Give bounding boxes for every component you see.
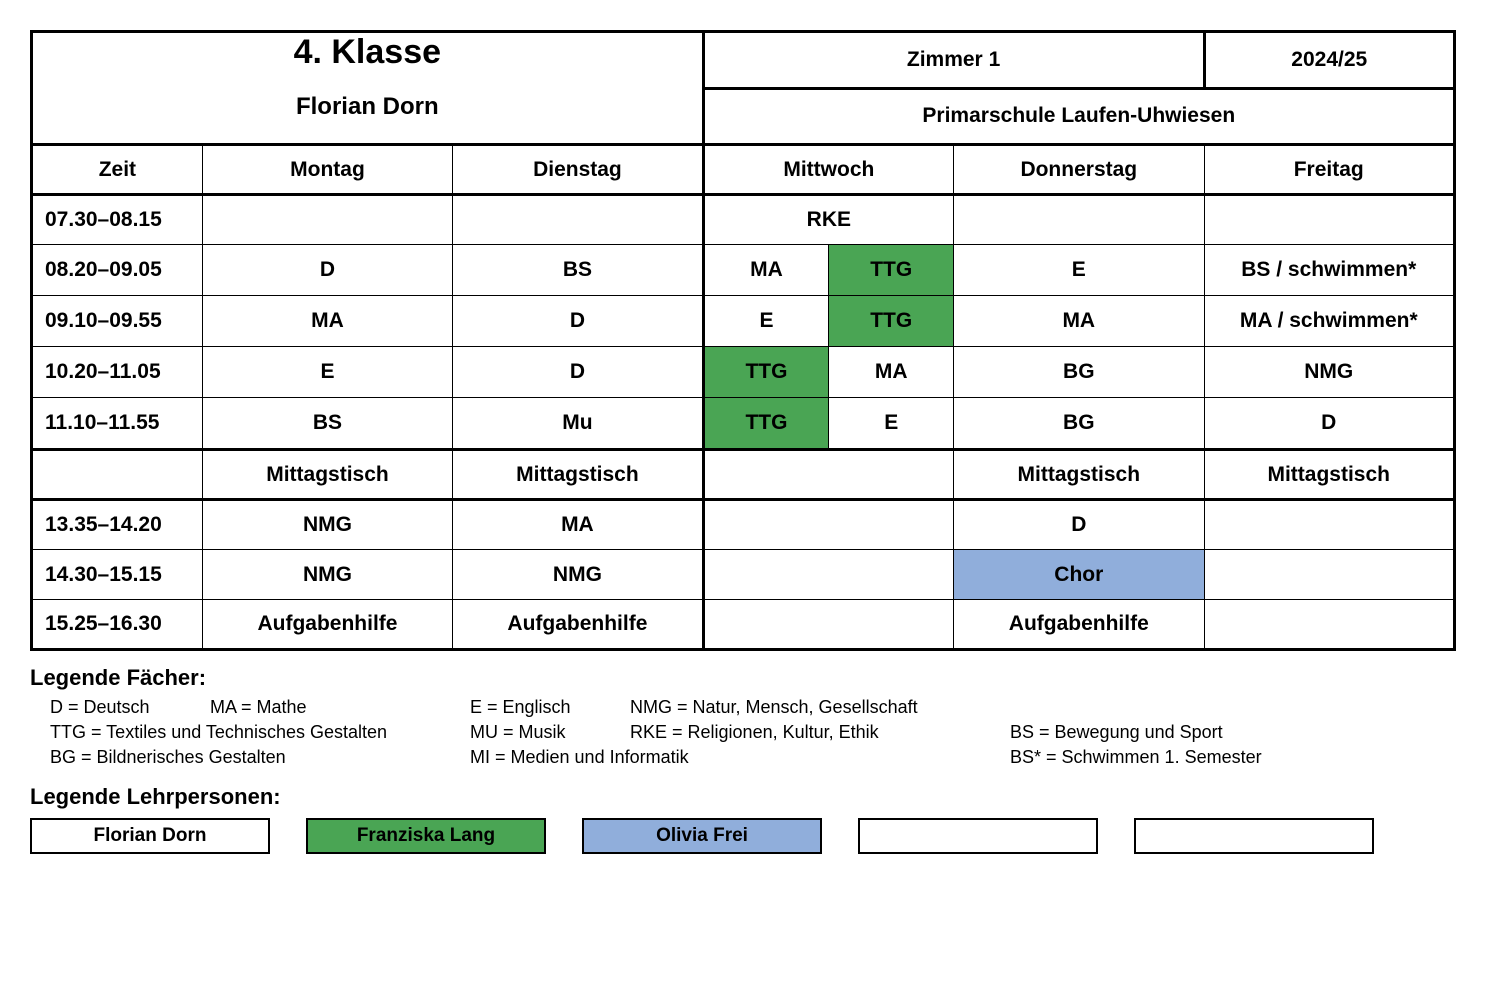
legend-BS: BS = Bewegung und Sport: [1010, 720, 1310, 745]
cell-mon: MA: [202, 296, 452, 347]
legend-BG: BG = Bildnerisches Gestalten: [50, 745, 470, 770]
cell-tue: NMG: [453, 550, 703, 600]
legend-NMG: NMG = Natur, Mensch, Gesellschaft: [630, 695, 1010, 720]
time-cell: 15.25–16.30: [32, 600, 203, 650]
time-cell: 07.30–08.15: [32, 195, 203, 245]
cell-wed: TTGMA: [703, 347, 953, 398]
cell-thu: D: [954, 500, 1204, 550]
cell-wed-a: MA: [705, 245, 830, 295]
cell-tue: MA: [453, 500, 703, 550]
legend-D: D = Deutsch: [50, 695, 210, 720]
time-cell: 14.30–15.15: [32, 550, 203, 600]
cell-fri: D: [1204, 398, 1455, 450]
cell-thu: Mittagstisch: [954, 450, 1204, 500]
time-cell: 08.20–09.05: [32, 245, 203, 296]
teacher-box: [1134, 818, 1374, 854]
cell-tue: [453, 195, 703, 245]
cell-fri: Mittagstisch: [1204, 450, 1455, 500]
legend-MA: MA = Mathe: [210, 695, 470, 720]
teacher-box: Franziska Lang: [306, 818, 546, 854]
col-time: Zeit: [32, 145, 203, 195]
cell-thu: MA: [954, 296, 1204, 347]
teacher-box: Florian Dorn: [30, 818, 270, 854]
col-fri: Freitag: [1204, 145, 1455, 195]
cell-thu: Aufgabenhilfe: [954, 600, 1204, 650]
legend-MI: MI = Medien und Informatik: [470, 745, 1010, 770]
cell-thu: Chor: [954, 550, 1204, 600]
cell-tue: Aufgabenhilfe: [453, 600, 703, 650]
cell-wed-a: TTG: [705, 398, 830, 448]
col-thu: Donnerstag: [954, 145, 1204, 195]
cell-wed: ETTG: [703, 296, 953, 347]
time-cell: 13.35–14.20: [32, 500, 203, 550]
col-mon: Montag: [202, 145, 452, 195]
cell-tue: D: [453, 347, 703, 398]
cell-fri: [1204, 500, 1455, 550]
cell-mon: Mittagstisch: [202, 450, 452, 500]
cell-tue: D: [453, 296, 703, 347]
timetable: 4. Klasse Florian Dorn Zimmer 1 2024/25 …: [30, 30, 1456, 651]
cell-wed: TTGE: [703, 398, 953, 450]
time-cell: 11.10–11.55: [32, 398, 203, 450]
cell-fri: BS / schwimmen*: [1204, 245, 1455, 296]
header-school: Primarschule Laufen-Uhwiesen: [703, 88, 1454, 145]
legend-teachers: Legende Lehrpersonen: Florian Dorn Franzi…: [30, 784, 1456, 854]
header-year: 2024/25: [1204, 32, 1455, 89]
legend-subjects: Legende Fächer: D = Deutsch MA = Mathe E…: [30, 665, 1456, 770]
cell-wed: [703, 500, 953, 550]
cell-fri: MA / schwimmen*: [1204, 296, 1455, 347]
cell-fri: [1204, 550, 1455, 600]
cell-mon: [202, 195, 452, 245]
cell-wed: [703, 550, 953, 600]
cell-tue: BS: [453, 245, 703, 296]
time-cell: 10.20–11.05: [32, 347, 203, 398]
cell-wed: [703, 450, 953, 500]
header-teacher: Florian Dorn: [33, 93, 702, 143]
cell-mon: E: [202, 347, 452, 398]
legend-MU: MU = Musik: [470, 720, 630, 745]
cell-thu: [954, 195, 1204, 245]
legend-teachers-title: Legende Lehrpersonen:: [30, 784, 1456, 810]
time-cell: 09.10–09.55: [32, 296, 203, 347]
legend-subjects-title: Legende Fächer:: [30, 665, 1456, 691]
cell-fri: [1204, 600, 1455, 650]
legend-TTG: TTG = Textiles und Technisches Gestalten: [50, 720, 470, 745]
legend-BSS: BS* = Schwimmen 1. Semester: [1010, 745, 1310, 770]
legend-RKE: RKE = Religionen, Kultur, Ethik: [630, 720, 1010, 745]
cell-mon: BS: [202, 398, 452, 450]
timetable-page: 4. Klasse Florian Dorn Zimmer 1 2024/25 …: [30, 30, 1456, 854]
cell-tue: Mu: [453, 398, 703, 450]
cell-fri: NMG: [1204, 347, 1455, 398]
time-cell: [32, 450, 203, 500]
cell-mon: NMG: [202, 550, 452, 600]
cell-mon: Aufgabenhilfe: [202, 600, 452, 650]
cell-thu: BG: [954, 398, 1204, 450]
header-class: 4. Klasse: [33, 33, 702, 93]
cell-wed-b: MA: [829, 347, 953, 397]
cell-mon: NMG: [202, 500, 452, 550]
header-room: Zimmer 1: [703, 32, 1204, 89]
cell-wed-b: E: [829, 398, 953, 448]
cell-wed: [703, 600, 953, 650]
cell-wed-a: TTG: [705, 347, 830, 397]
col-tue: Dienstag: [453, 145, 703, 195]
cell-thu: E: [954, 245, 1204, 296]
cell-wed: MATTG: [703, 245, 953, 296]
teacher-box: Olivia Frei: [582, 818, 822, 854]
legend-E: E = Englisch: [470, 695, 630, 720]
cell-tue: Mittagstisch: [453, 450, 703, 500]
cell-fri: [1204, 195, 1455, 245]
cell-wed-a: E: [705, 296, 830, 346]
cell-wed-b: TTG: [829, 296, 953, 346]
teacher-box: [858, 818, 1098, 854]
col-wed: Mittwoch: [703, 145, 953, 195]
cell-wed-b: TTG: [829, 245, 953, 295]
cell-thu: BG: [954, 347, 1204, 398]
cell-wed: RKE: [703, 195, 953, 245]
cell-mon: D: [202, 245, 452, 296]
